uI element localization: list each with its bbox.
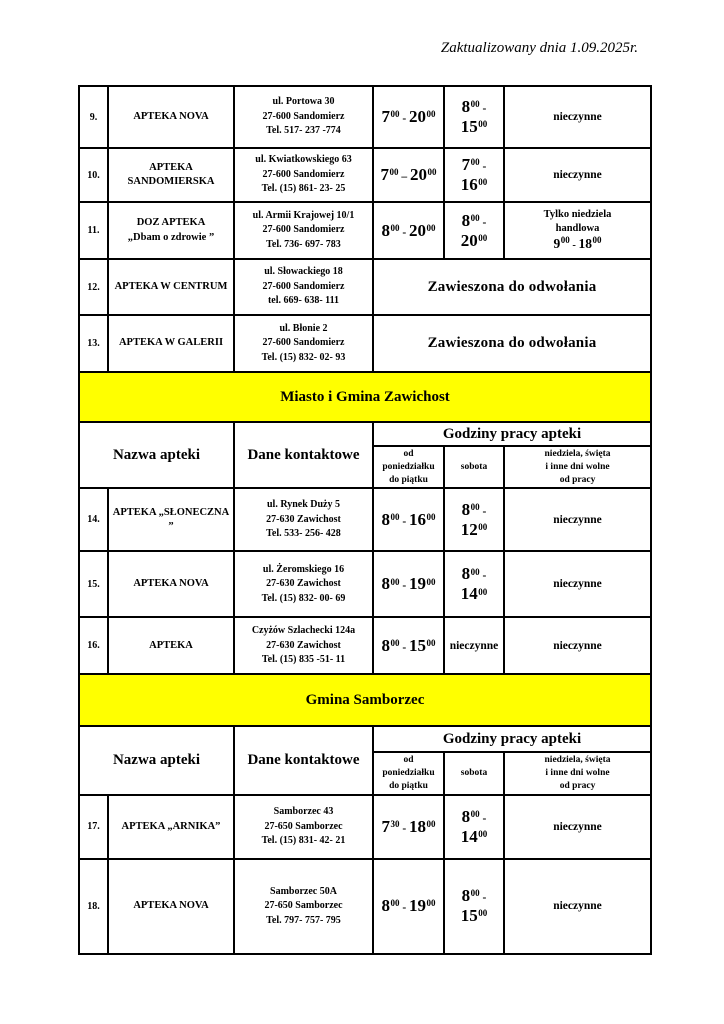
updated-date-note: Zaktualizowany dnia 1.09.2025r. — [440, 40, 638, 56]
pharmacy-name-cell: APTEKA „ARNIKA” — [107, 793, 235, 860]
col-header-hours-group: Godziny pracy apteki — [372, 725, 652, 754]
col-header-weekdays: od poniedziałku do piątku — [372, 751, 445, 796]
contact-cell: Samborzec 50A 27-650 Samborzec Tel. 797- 7… — [233, 857, 374, 955]
table-row: 12. APTEKA W CENTRUM ul. Słowackiego 18 2… — [78, 258, 652, 316]
saturday-hours-cell: 800 - 1400 — [443, 550, 505, 619]
table-row: 10. APTEKA SANDOMIERSKA ul. Kwiatkowskie… — [78, 147, 652, 203]
pharmacy-name-cell: APTEKA „SŁONECZNA ” — [107, 487, 235, 553]
saturday-hours-cell: 800 - 1500 — [443, 857, 505, 955]
pharmacy-name-cell: APTEKA SANDOMIERSKA — [107, 147, 235, 203]
pharmacy-name-cell: APTEKA NOVA — [107, 857, 235, 955]
sunday-hours-cell: nieczynne — [503, 85, 652, 149]
table-row: 18. APTEKA NOVA Samborzec 50A 27-650 Samb… — [78, 857, 652, 955]
section-row: Miasto i Gmina Zawichost — [78, 371, 652, 423]
sunday-hours-cell: nieczynne — [503, 616, 652, 676]
sunday-hours-cell: nieczynne — [503, 147, 652, 203]
row-number-cell: 9. — [78, 85, 109, 149]
table-row: 13. APTEKA W GALERII ul. Błonie 2 27-600 … — [78, 314, 652, 373]
sunday-hours-cell: nieczynne — [503, 793, 652, 860]
weekday-hours-cell: 800 - 1900 — [372, 550, 445, 619]
sunday-hours-cell: nieczynne — [503, 857, 652, 955]
table-row: 17. APTEKA „ARNIKA” Samborzec 43 27-650 S… — [78, 793, 652, 860]
table-row: 11. DOZ APTEKA „Dbam o zdrowie ” ul. Armi… — [78, 201, 652, 260]
contact-cell: Samborzec 43 27-650 Samborzec Tel. (15) 83… — [233, 793, 374, 860]
table-row: 14. APTEKA „SŁONECZNA ” ul. Rynek Duży 5… — [78, 487, 652, 553]
pharmacy-name-cell: APTEKA W GALERII — [107, 314, 235, 373]
saturday-hours-cell: nieczynne — [443, 616, 505, 676]
column-subheader-row: od poniedziałku do piątku sobota niedziela… — [79, 444, 652, 490]
saturday-hours-cell: 800 - 1400 — [443, 793, 505, 860]
saturday-hours-cell: 800 - 1500 — [443, 85, 505, 149]
row-number-cell: 16. — [78, 616, 109, 676]
contact-cell: ul. Armii Krajowej 10/1 27-600 Sandomierz… — [233, 201, 374, 260]
contact-cell: ul. Kwiatkowskiego 63 27-600 Sandomierz Te… — [233, 147, 374, 203]
contact-cell: ul. Żeromskiego 16 27-630 Zawichost Tel. (… — [233, 550, 374, 619]
contact-cell: Czyżów Szlachecki 124a 27-630 Zawichost Te… — [233, 616, 374, 676]
pharmacy-name-cell: APTEKA — [107, 616, 235, 676]
col-header-contact: Dane kontaktowe — [233, 725, 374, 796]
weekday-hours-cell: 800 - 2000 — [372, 201, 445, 260]
suspended-status-cell: Zawieszona do odwołania — [372, 314, 652, 373]
row-number-cell: 15. — [78, 550, 109, 619]
contact-cell: ul. Rynek Duży 5 27-630 Zawichost Tel. 533… — [233, 487, 374, 553]
col-header-name: Nazwa apteki — [78, 725, 235, 796]
weekday-hours-cell: 700 - 2000 — [372, 85, 445, 149]
suspended-status-cell: Zawieszona do odwołania — [372, 258, 652, 316]
col-header-saturday: sobota — [443, 751, 505, 796]
section-header-zawichost: Miasto i Gmina Zawichost — [78, 371, 652, 423]
section-header-samborzec: Gmina Samborzec — [78, 673, 652, 728]
row-number-cell: 13. — [78, 314, 109, 373]
table-row: 15. APTEKA NOVA ul. Żeromskiego 16 27-630… — [78, 550, 652, 619]
saturday-hours-cell: 700 - 1600 — [443, 147, 505, 203]
column-header-row: Nazwa apteki Dane kontaktowe Godziny pra… — [78, 420, 652, 490]
col-header-hours-group: Godziny pracy apteki — [372, 421, 652, 447]
row-number-cell: 17. — [78, 793, 109, 860]
col-header-sunday: niedziela, święta i inne dni wolne od prac… — [503, 444, 652, 490]
weekday-hours-cell: 700 – 2000 — [372, 147, 445, 203]
column-header-row: Nazwa apteki Dane kontaktowe Godziny pra… — [78, 725, 652, 796]
row-number-cell: 14. — [78, 487, 109, 553]
weekday-hours-cell: 800 - 1900 — [372, 857, 445, 955]
col-header-contact: Dane kontaktowe — [233, 420, 374, 490]
pharmacy-name-cell: APTEKA NOVA — [107, 550, 235, 619]
sunday-hours-cell: Tylko niedziela handlowa 900 - 1800 — [503, 201, 652, 260]
weekday-hours-cell: 800 - 1500 — [372, 616, 445, 676]
section-row: Gmina Samborzec — [78, 673, 652, 728]
col-header-weekdays: od poniedziałku do piątku — [372, 444, 445, 490]
col-header-sunday: niedziela, święta i inne dni wolne od prac… — [503, 751, 652, 796]
pharmacy-name-cell: DOZ APTEKA „Dbam o zdrowie ” — [107, 201, 235, 260]
sunday-hours-cell: nieczynne — [503, 550, 652, 619]
row-number-cell: 18. — [78, 857, 109, 955]
weekday-hours-cell: 800 - 1600 — [372, 487, 445, 553]
contact-cell: ul. Słowackiego 18 27-600 Sandomierz tel. … — [233, 258, 374, 316]
saturday-hours-cell: 800 - 2000 — [443, 201, 505, 260]
contact-cell: ul. Portowa 30 27-600 Sandomierz Tel. 517-… — [233, 85, 374, 149]
pharmacy-hours-table: 9. APTEKA NOVA ul. Portowa 30 27-600 Sand… — [78, 85, 652, 955]
column-subheader-row: od poniedziałku do piątku sobota niedziela… — [79, 751, 652, 796]
row-number-cell: 12. — [78, 258, 109, 316]
weekday-hours-cell: 730 - 1800 — [372, 793, 445, 860]
pharmacy-name-cell: APTEKA NOVA — [107, 85, 235, 149]
row-number-cell: 10. — [78, 147, 109, 203]
contact-cell: ul. Błonie 2 27-600 Sandomierz Tel. (15) 8… — [233, 314, 374, 373]
table-row: 9. APTEKA NOVA ul. Portowa 30 27-600 Sand… — [78, 85, 652, 149]
col-header-saturday: sobota — [443, 444, 505, 490]
col-header-name: Nazwa apteki — [78, 420, 235, 490]
saturday-hours-cell: 800 - 1200 — [443, 487, 505, 553]
table-row: 16. APTEKA Czyżów Szlachecki 124a 27-630 … — [78, 616, 652, 676]
row-number-cell: 11. — [78, 201, 109, 260]
pharmacy-name-cell: APTEKA W CENTRUM — [107, 258, 235, 316]
sunday-hours-cell: nieczynne — [503, 487, 652, 553]
